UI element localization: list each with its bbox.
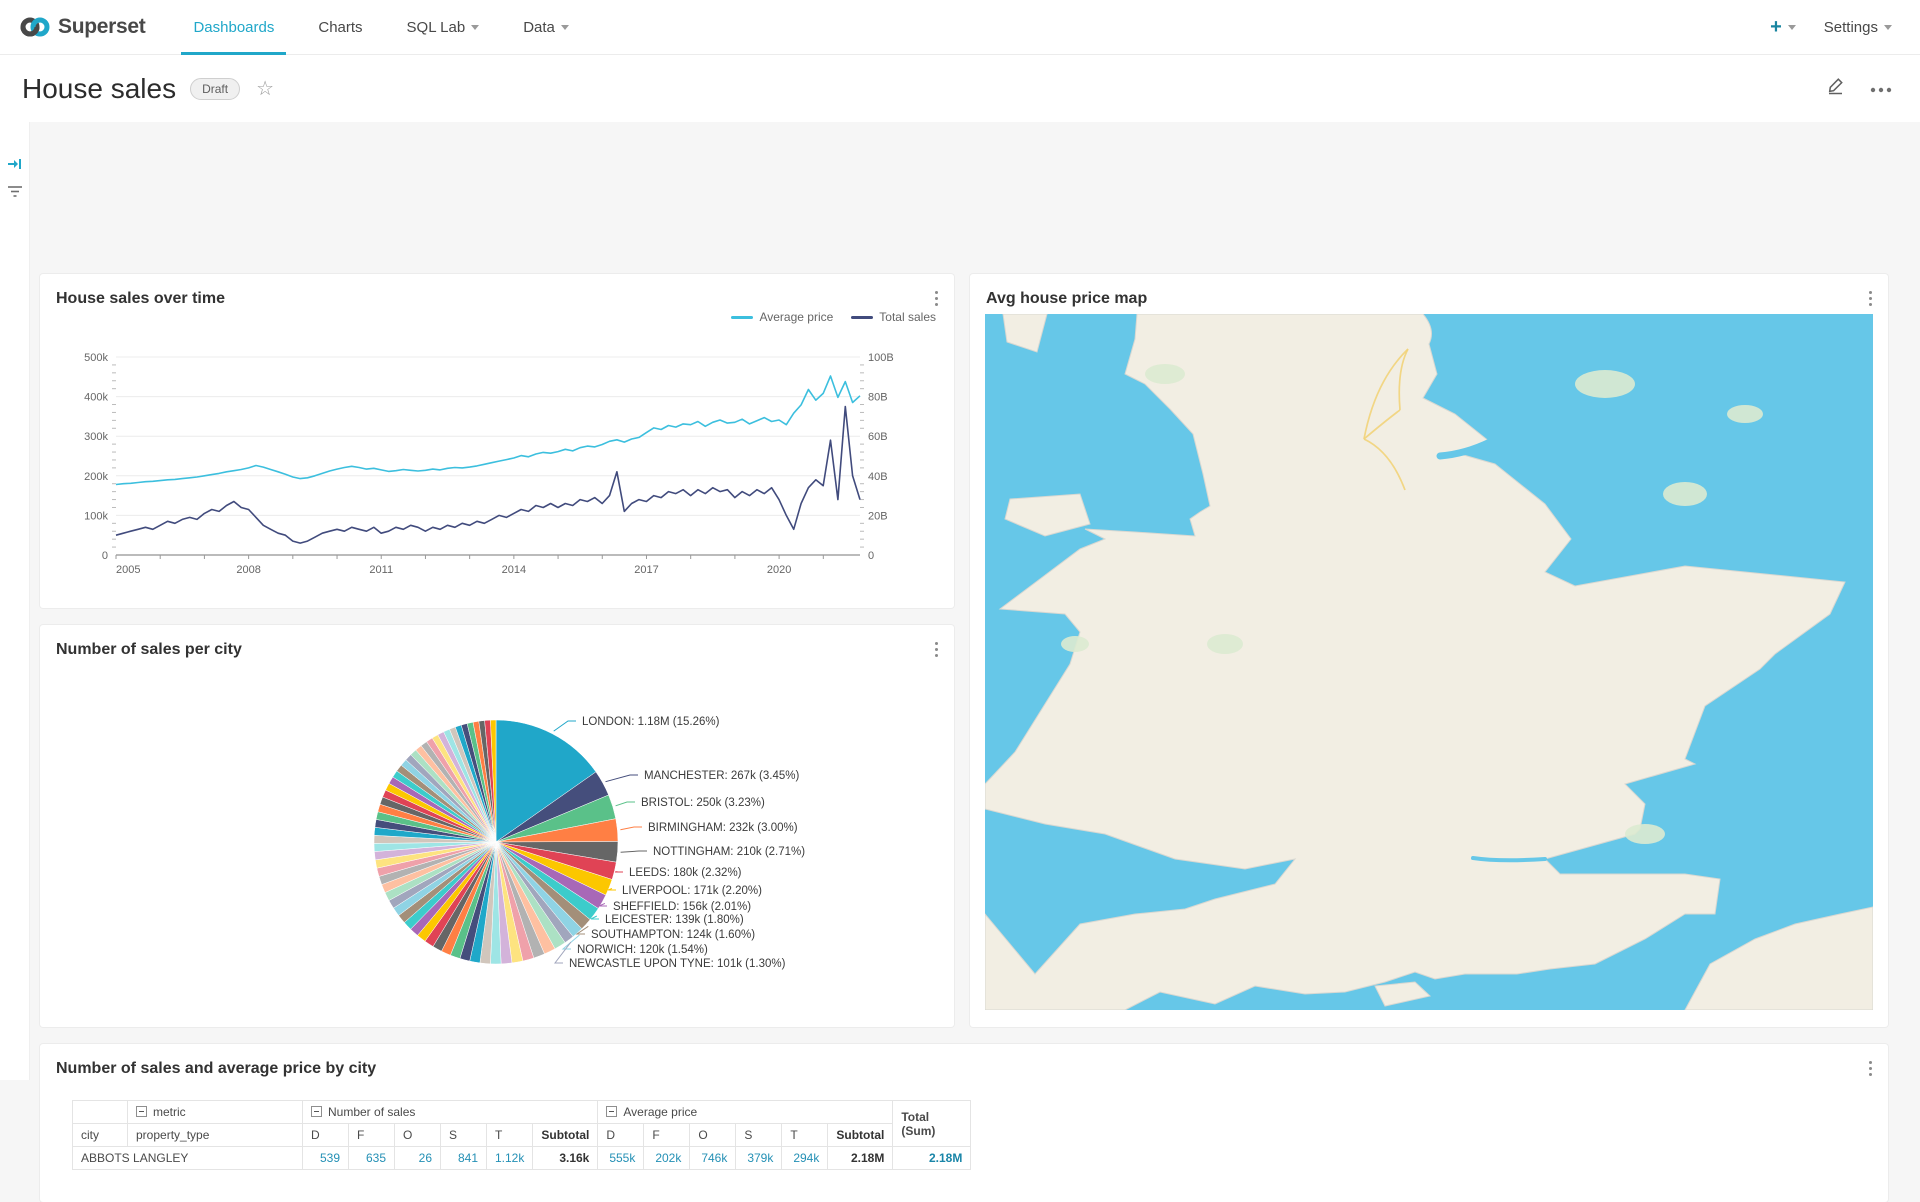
svg-text:100k: 100k — [84, 510, 108, 522]
svg-text:0: 0 — [868, 550, 874, 562]
pie-slice-label: BRISTOL: 250k (3.23%) — [641, 797, 765, 809]
svg-text:0: 0 — [102, 550, 108, 562]
superset-logo[interactable]: Superset — [0, 13, 171, 41]
pie-slice-label: SHEFFIELD: 156k (2.01%) — [613, 901, 751, 913]
pie-slice-label: SOUTHAMPTON: 124k (1.60%) — [591, 929, 755, 941]
chart-card-pivot-table: Number of sales and average price by cit… — [40, 1044, 1888, 1202]
chart-legend: Average price Total sales — [731, 310, 936, 324]
table-row: ABBOTS LANGLEY 539 635 26 841 1.12k 3.16… — [72, 1146, 972, 1170]
pie-slice-label: NEWCASTLE UPON TYNE: 101k (1.30%) — [569, 958, 786, 970]
pie-slice-label: BIRMINGHAM: 232k (3.00%) — [648, 822, 798, 834]
legend-swatch — [851, 315, 874, 319]
pie-slice-label: LIVERPOOL: 171k (2.20%) — [622, 885, 762, 897]
plus-icon: + — [1770, 15, 1782, 38]
collapse-icon[interactable] — [136, 1106, 147, 1117]
chart-menu-icon[interactable] — [928, 288, 944, 308]
chart-title: Number of sales and average price by cit… — [56, 1060, 377, 1077]
svg-text:2020: 2020 — [767, 564, 791, 576]
legend-total-sales[interactable]: Total sales — [851, 310, 936, 324]
status-badge: Draft — [190, 77, 241, 100]
pie-slice-label: LONDON: 1.18M (15.26%) — [582, 716, 720, 728]
nav-dashboards[interactable]: Dashboards — [171, 0, 296, 55]
svg-text:2005: 2005 — [116, 564, 140, 576]
chart-title: Number of sales per city — [56, 641, 242, 658]
chevron-down-icon — [1884, 24, 1892, 30]
edit-pencil-icon[interactable] — [1826, 76, 1846, 101]
collapse-icon[interactable] — [606, 1106, 618, 1117]
settings-menu[interactable]: Settings — [1824, 19, 1892, 36]
chevron-down-icon — [1787, 24, 1796, 30]
top-nav: Superset Dashboards Charts SQL Lab Data … — [0, 0, 1920, 55]
collapse-icon[interactable] — [311, 1106, 322, 1117]
svg-text:2011: 2011 — [369, 564, 393, 576]
favorite-star-icon[interactable]: ☆ — [256, 78, 275, 100]
chart-menu-icon[interactable] — [1862, 288, 1878, 308]
pie-slice-label: LEEDS: 180k (2.32%) — [629, 867, 742, 879]
chevron-down-icon — [471, 24, 480, 30]
filter-icon[interactable] — [7, 184, 23, 203]
svg-text:40B: 40B — [868, 471, 888, 483]
pie-slice-label: LEICESTER: 139k (1.80%) — [605, 914, 744, 926]
nav-sql-lab[interactable]: SQL Lab — [385, 0, 502, 55]
chart-menu-icon[interactable] — [928, 639, 944, 659]
svg-text:60B: 60B — [868, 431, 888, 443]
svg-text:2008: 2008 — [236, 564, 260, 576]
brand-name: Superset — [58, 15, 146, 38]
svg-text:500k: 500k — [84, 352, 108, 364]
chart-title: House sales over time — [56, 290, 225, 307]
superset-infinity-icon — [20, 17, 50, 37]
chart-card-price-map: Avg house price map — [970, 274, 1888, 1027]
svg-text:80B: 80B — [868, 392, 888, 404]
svg-text:2014: 2014 — [502, 564, 526, 576]
dashboard-grid: House sales over time Average price Tota… — [0, 122, 1920, 1202]
expand-filter-bar-icon[interactable] — [7, 156, 23, 177]
nav-charts[interactable]: Charts — [318, 18, 363, 36]
line-chart: 0 0 100k 20B 200k 40B 300k 60B 400k 80B 500k 100B 20… — [84, 352, 894, 576]
uk-price-map[interactable] — [985, 314, 1873, 1010]
legend-swatch — [731, 315, 754, 319]
chart-card-house-sales-over-time: House sales over time Average price Tota… — [40, 274, 954, 608]
new-item-button[interactable]: + — [1770, 16, 1796, 39]
svg-text:20B: 20B — [868, 510, 888, 522]
table-header-row: metric Number of sales Average price Tot… — [72, 1100, 972, 1147]
filter-bar-collapsed — [0, 122, 30, 1080]
chart-title: Avg house price map — [986, 290, 1148, 307]
chart-card-sales-per-city: Number of sales per city LONDON: 1.18M (… — [40, 625, 954, 1027]
svg-text:200k: 200k — [84, 471, 108, 483]
svg-text:400k: 400k — [84, 392, 108, 404]
pivot-table: metric Number of sales Average price Tot… — [72, 1100, 972, 1170]
more-options-icon[interactable] — [1870, 80, 1892, 98]
pie-slice-label: NORWICH: 120k (1.54%) — [577, 944, 708, 956]
chevron-down-icon — [560, 24, 569, 30]
svg-text:100B: 100B — [868, 352, 894, 364]
pie-chart: LONDON: 1.18M (15.26%) MANCHESTER: 267k (… — [373, 716, 805, 970]
legend-average-price[interactable]: Average price — [731, 310, 833, 324]
pie-slice-label: MANCHESTER: 267k (3.45%) — [644, 770, 799, 782]
nav-data[interactable]: Data — [501, 0, 591, 55]
chart-menu-icon[interactable] — [1862, 1058, 1878, 1078]
pie-slice-label: NOTTINGHAM: 210k (2.71%) — [653, 846, 805, 858]
svg-text:300k: 300k — [84, 431, 108, 443]
svg-text:2017: 2017 — [634, 564, 658, 576]
page-title: House sales — [22, 72, 177, 104]
dashboard-header: House sales Draft ☆ — [0, 55, 1920, 122]
